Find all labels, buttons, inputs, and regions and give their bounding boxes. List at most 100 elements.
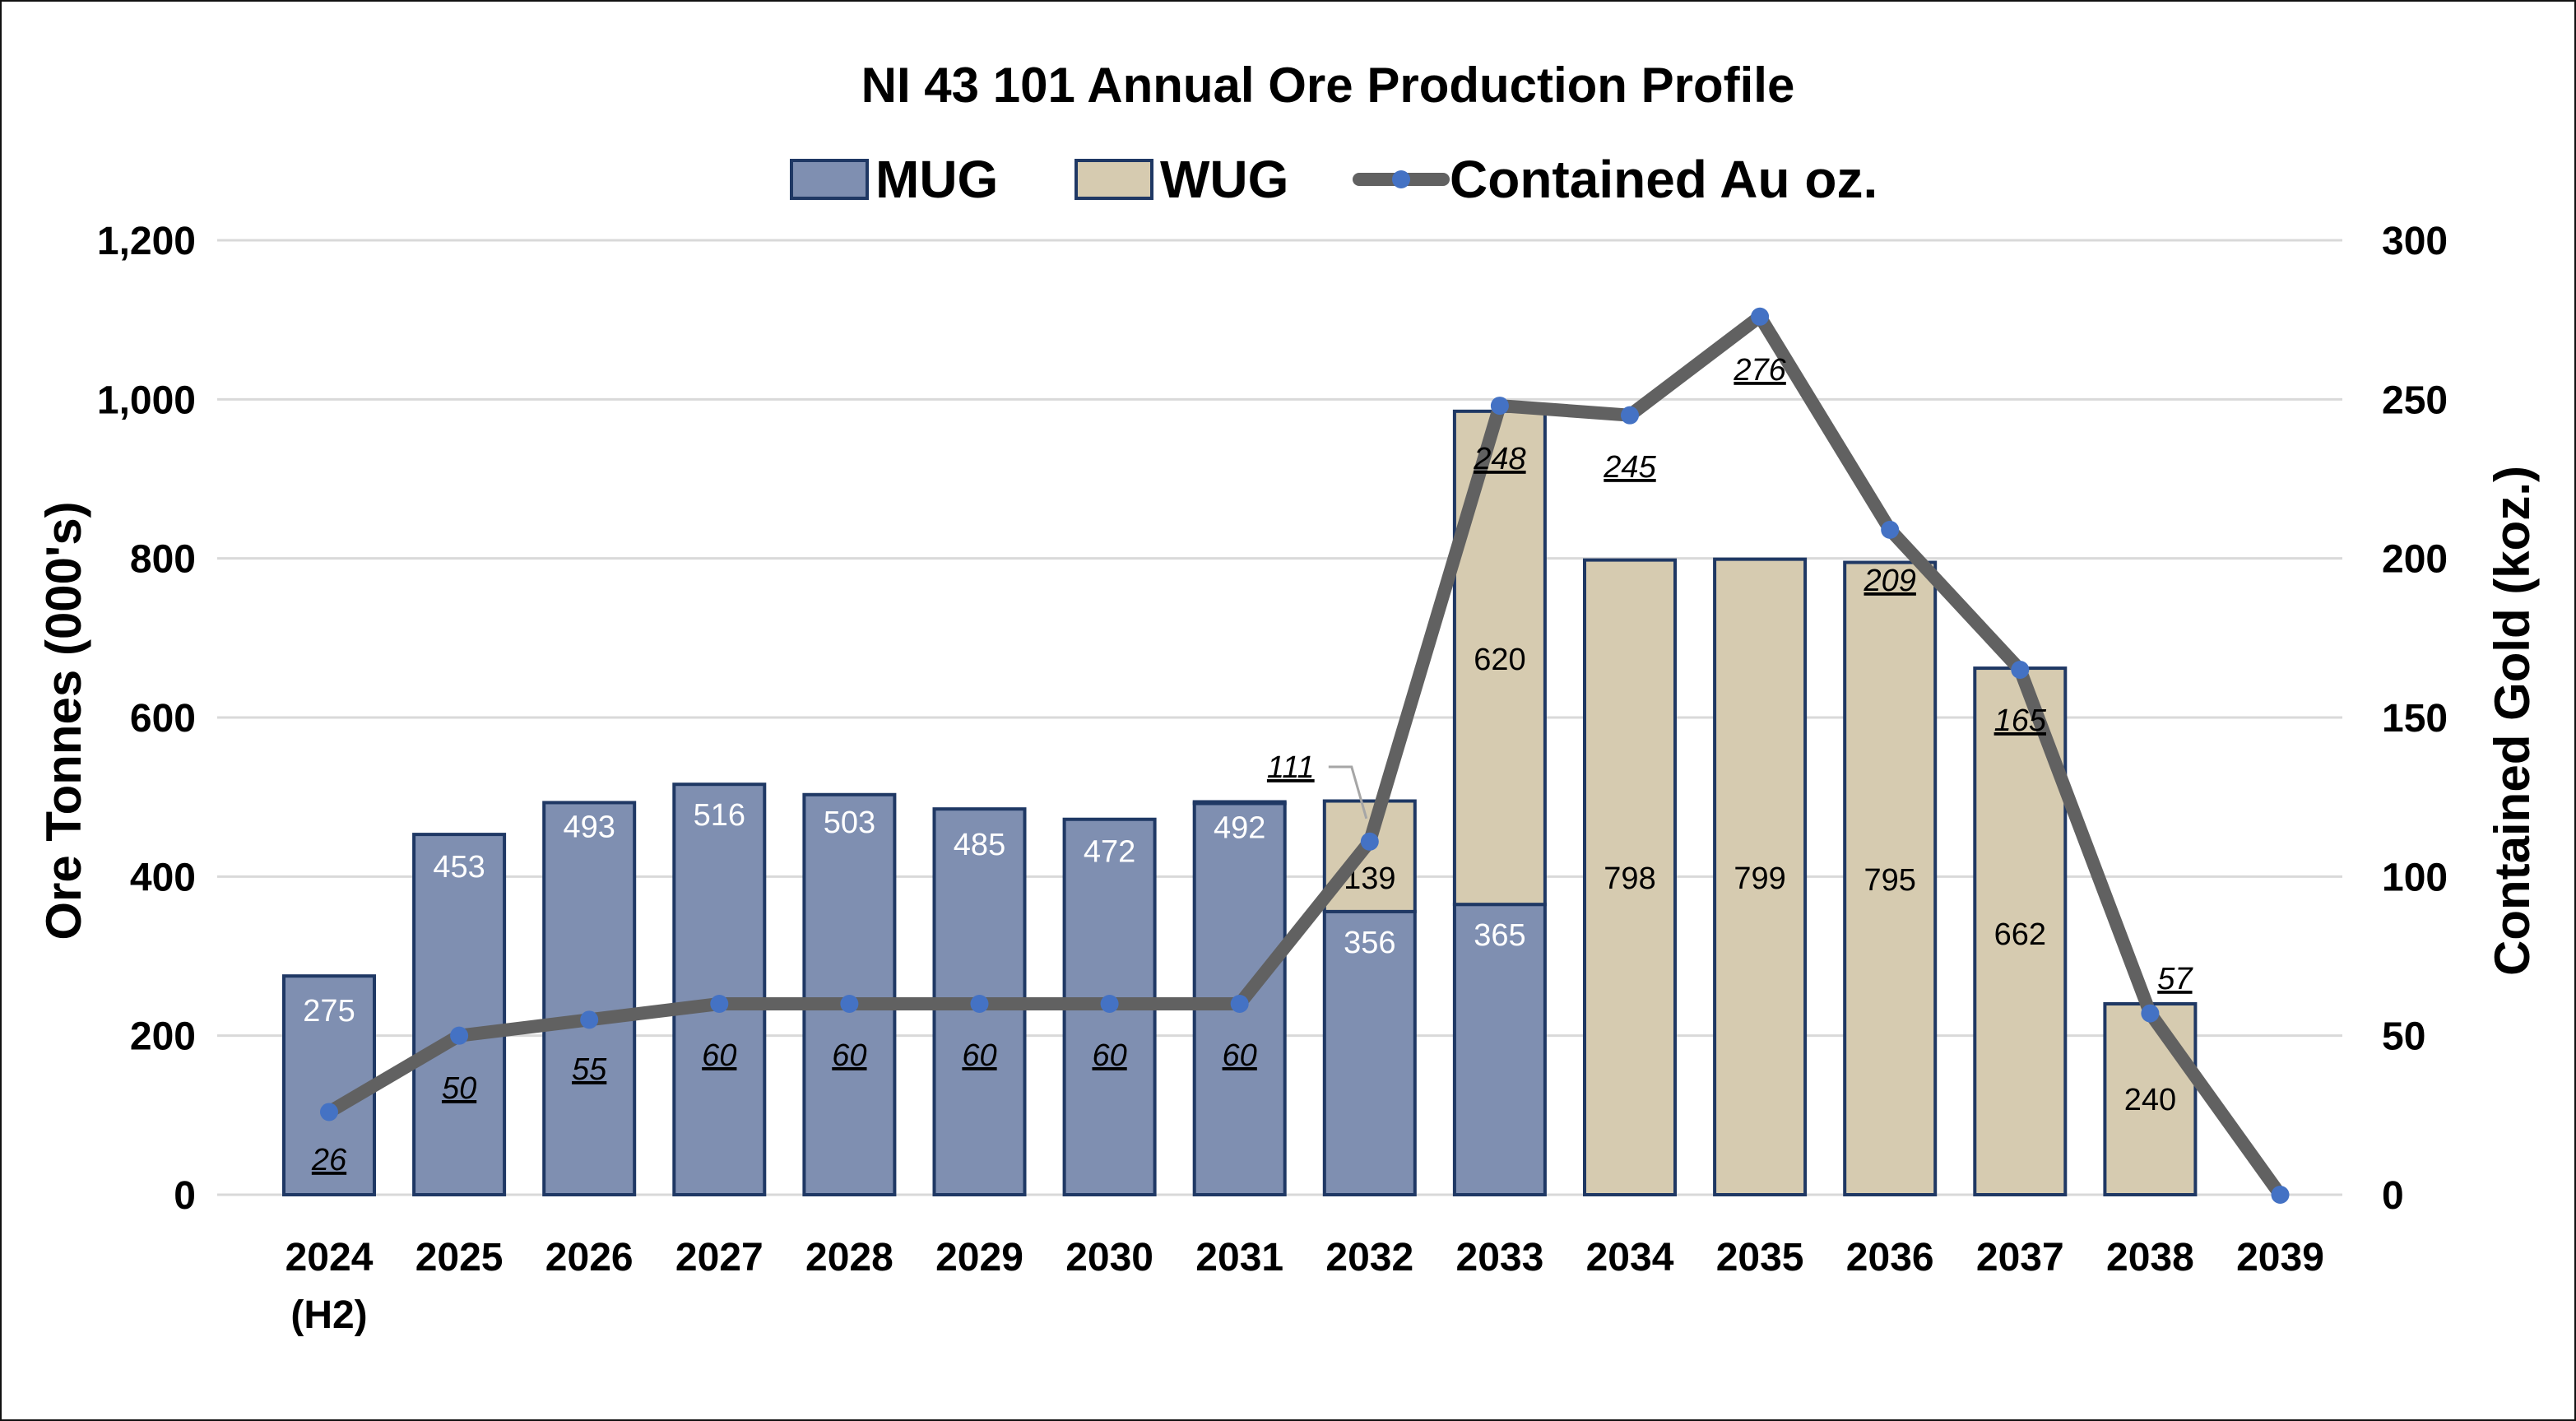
mug-value-label: 493 <box>563 810 615 844</box>
gold-value-label: 50 <box>442 1071 476 1106</box>
gold-value-label: 248 <box>1473 442 1525 476</box>
wug-value-label: 620 <box>1474 643 1525 677</box>
gold-value-label: 60 <box>702 1038 736 1073</box>
gold-value-label: 26 <box>311 1143 347 1177</box>
y2-axis-title: Contained Gold (koz.) <box>2485 466 2540 976</box>
gold-value-label: 60 <box>1092 1038 1126 1073</box>
legend-swatch-mug <box>790 159 869 200</box>
x-tick-label: 2038 <box>2106 1236 2194 1279</box>
mug-value-label: 485 <box>954 828 1005 862</box>
x-tick-label: 2034 <box>1586 1236 1674 1279</box>
legend-label-wug: WUG <box>1160 150 1288 209</box>
gold-marker-2028 <box>840 995 859 1013</box>
wug-value-label: 798 <box>1604 861 1655 896</box>
x-tick-label: 2033 <box>1456 1236 1544 1279</box>
y-tick-label: 800 <box>130 538 196 582</box>
gold-marker-2038 <box>2141 1004 2160 1023</box>
legend: MUG WUG Contained Au oz. <box>790 150 1877 209</box>
wug-value-label: 799 <box>1734 861 1785 896</box>
x-tick-label: 2030 <box>1065 1236 1153 1279</box>
x-tick-sublabel: (H2) <box>290 1293 367 1337</box>
gold-marker-2036 <box>1881 520 1900 539</box>
y-tick-label: 600 <box>130 697 196 741</box>
gold-line: 26 50 55 60 60 60 60 60 111 248 245 276 209 165 57 <box>311 307 2290 1204</box>
gold-marker-2024 <box>320 1103 338 1121</box>
gold-value-label: 111 <box>1267 750 1315 785</box>
mug-value-label: 472 <box>1084 835 1135 870</box>
bar-wug-2036 <box>1843 560 1938 1196</box>
x-tick-label: 2031 <box>1195 1236 1283 1279</box>
y2-tick-label: 200 <box>2382 538 2448 582</box>
gold-value-label: 245 <box>1603 450 1656 485</box>
y-axis-ticks: 0 200 400 600 800 1,000 1,200 <box>97 220 196 1218</box>
gold-value-label: 60 <box>1223 1038 1257 1073</box>
y-axis-title: Ore Tonnes (000's) <box>36 501 91 940</box>
gold-value-label: 57 <box>2157 962 2193 996</box>
y-tick-label: 1,000 <box>97 378 196 422</box>
bar-mug-2024 <box>282 974 376 1196</box>
x-tick-label: 2027 <box>675 1236 764 1279</box>
x-tick-label: 2037 <box>1976 1236 2064 1279</box>
bar-mug-2027 <box>672 782 767 1196</box>
x-tick-label: 2026 <box>545 1236 634 1279</box>
mug-value-label: 356 <box>1344 926 1395 960</box>
y-tick-label: 400 <box>130 856 196 899</box>
gold-value-label: 60 <box>962 1038 996 1073</box>
bar-mug-2026 <box>542 801 637 1197</box>
legend-swatch-au-marker <box>1392 170 1410 188</box>
gold-value-label: 209 <box>1863 564 1915 598</box>
mug-value-label: 365 <box>1474 918 1525 953</box>
mug-value-label: 275 <box>303 994 355 1029</box>
x-axis-ticks: 2024 (H2) 2025 2026 2027 2028 2029 2030 2031 2032… <box>285 1236 2324 1337</box>
wug-value-label: 662 <box>1994 917 2046 952</box>
bar-wug-2031 <box>1192 800 1287 806</box>
bar-mug-2032 <box>1322 909 1417 1197</box>
gold-marker-2033 <box>1490 397 1509 416</box>
y2-tick-label: 300 <box>2382 220 2448 263</box>
gold-marker-2035 <box>1751 307 1770 326</box>
mug-value-label: 492 <box>1214 810 1265 845</box>
mug-value-label: 516 <box>694 798 745 833</box>
y-tick-label: 1,200 <box>97 220 196 263</box>
gold-marker-2029 <box>970 995 989 1013</box>
gold-marker-2030 <box>1100 995 1119 1013</box>
gold-value-label: 165 <box>1994 704 2047 738</box>
gold-label-leader-2032 <box>1328 765 1368 820</box>
mug-value-label: 503 <box>824 806 875 840</box>
gold-value-label: 60 <box>832 1038 866 1073</box>
gold-marker-2037 <box>2011 661 2030 679</box>
gold-marker-2026 <box>580 1010 599 1029</box>
bar-wug-2038 <box>2103 1002 2198 1196</box>
legend-label-au: Contained Au oz. <box>1450 150 1877 209</box>
legend-label-mug: MUG <box>875 150 998 209</box>
bar-mug-2025 <box>412 833 507 1196</box>
gold-marker-2039 <box>2271 1186 2290 1204</box>
y-tick-label: 0 <box>174 1174 196 1218</box>
y-tick-label: 200 <box>130 1015 196 1059</box>
y2-tick-label: 250 <box>2382 378 2448 422</box>
gold-marker-2034 <box>1621 406 1639 425</box>
y2-tick-label: 150 <box>2382 697 2448 741</box>
gold-value-label: 276 <box>1733 353 1786 388</box>
legend-swatch-wug <box>1074 159 1153 200</box>
x-tick-label: 2028 <box>805 1236 893 1279</box>
x-tick-label: 2025 <box>415 1236 504 1279</box>
x-tick-label: 2029 <box>935 1236 1023 1279</box>
bar-wug-2034 <box>1583 558 1677 1196</box>
x-tick-label: 2039 <box>2236 1236 2324 1279</box>
wug-value-label: 240 <box>2124 1083 2176 1117</box>
bar-wug-2035 <box>1713 557 1808 1196</box>
gold-marker-2027 <box>710 995 729 1013</box>
y2-axis-ticks: 0 50 100 150 200 250 300 <box>2382 220 2448 1218</box>
x-tick-label: 2035 <box>1716 1236 1804 1279</box>
gold-series-line <box>323 309 2287 1201</box>
x-tick-label: 2032 <box>1325 1236 1413 1279</box>
chart-title: NI 43 101 Annual Ore Production Profile <box>861 58 1795 113</box>
x-tick-label: 2036 <box>1846 1236 1934 1279</box>
gold-marker-2031 <box>1230 995 1249 1013</box>
mug-value-label: 453 <box>433 850 485 885</box>
y2-tick-label: 100 <box>2382 856 2448 899</box>
